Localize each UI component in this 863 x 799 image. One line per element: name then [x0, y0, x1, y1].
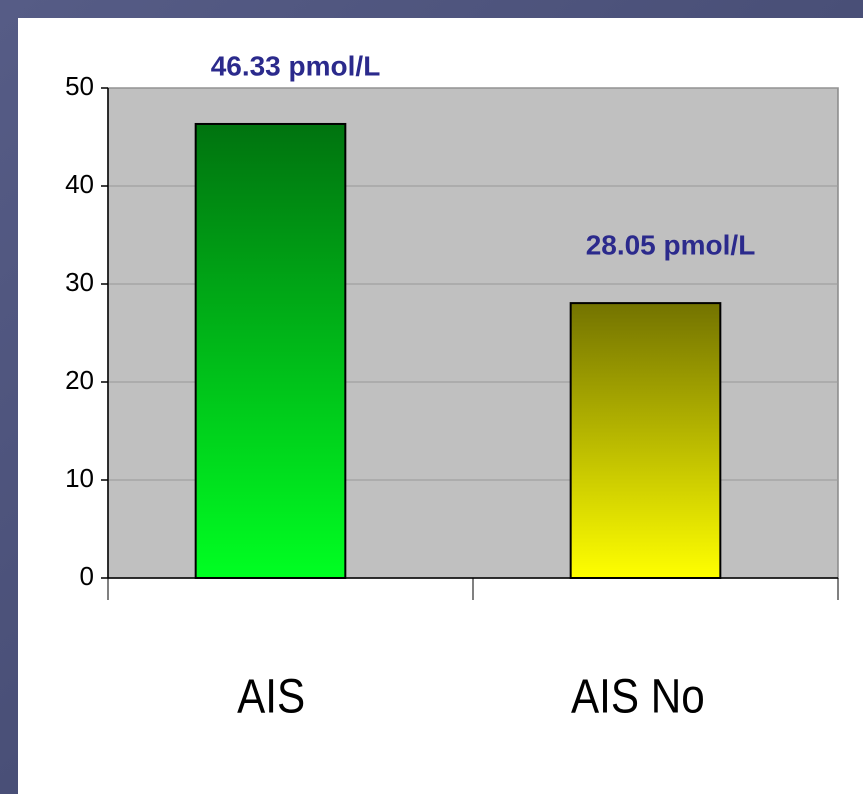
- y-tick-label: 30: [65, 267, 94, 297]
- value-label: 28.05 pmol/L: [586, 230, 756, 261]
- chart-layer: 0 10 20 30 40 50 AIS 46.33 pmol/L AIS No 28.05 pm…: [65, 50, 839, 723]
- x-tick-label: AIS: [237, 669, 305, 723]
- y-tick-label: 10: [65, 463, 94, 493]
- x-tick-label: AIS No: [571, 669, 705, 723]
- value-label: 46.33 pmol/L: [211, 50, 381, 81]
- bar: [569, 302, 722, 579]
- bar: [194, 122, 347, 579]
- y-tick-label: 50: [65, 71, 94, 101]
- y-tick-label: 20: [65, 365, 94, 395]
- y-tick-label: 40: [65, 169, 94, 199]
- y-tick-label: 0: [80, 561, 94, 591]
